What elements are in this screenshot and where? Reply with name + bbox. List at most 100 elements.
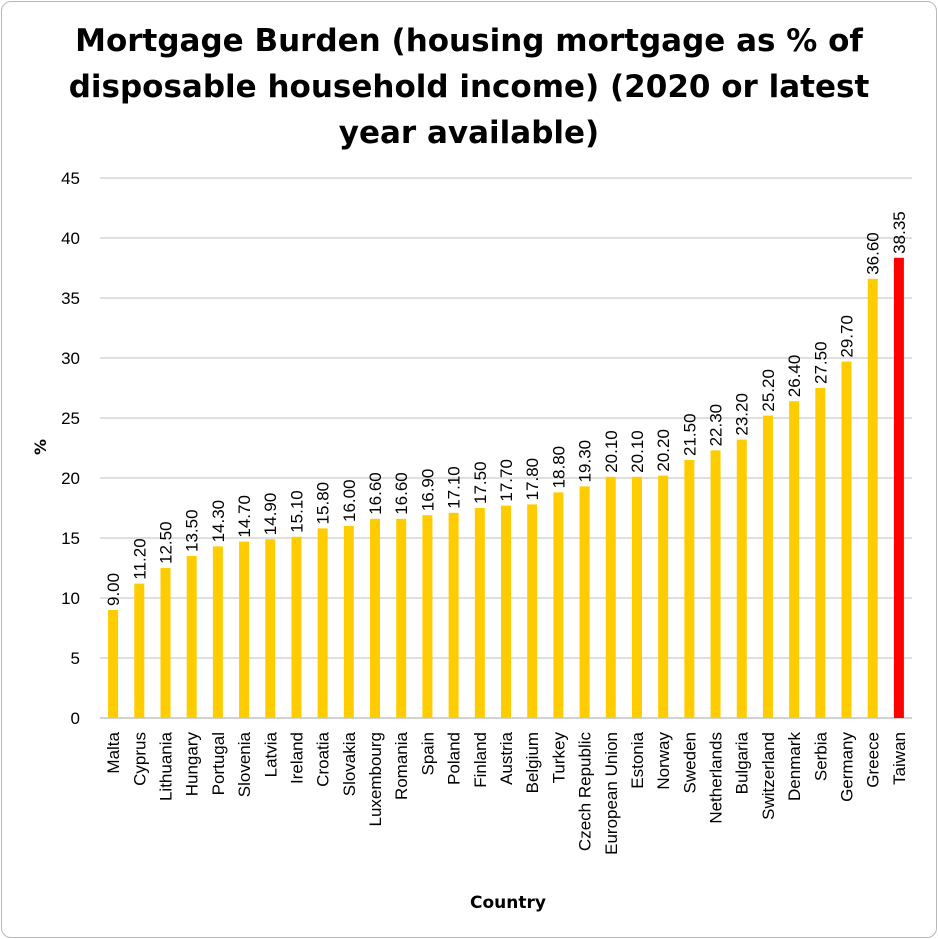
x-tick-label: Norway: [654, 732, 673, 790]
data-label: 17.80: [523, 458, 542, 501]
bar-slovenia: [239, 541, 250, 718]
x-tick-label: Belgium: [523, 732, 542, 793]
x-tick-label: Bulgaria: [733, 731, 752, 794]
x-tick-label: Croatia: [314, 731, 333, 786]
bar-portugal: [212, 546, 223, 718]
x-tick-label: Denmark: [785, 732, 804, 801]
bar-estonia: [631, 476, 642, 718]
y-tick-label: 25: [61, 409, 80, 428]
chart-title: Mortgage Burden (housing mortgage as % o…: [68, 23, 870, 151]
data-label: 26.40: [785, 355, 804, 398]
data-label: 12.50: [156, 521, 175, 564]
y-tick-label: 20: [61, 469, 80, 488]
y-tick-label: 35: [61, 289, 80, 308]
data-label: 14.70: [235, 495, 254, 538]
data-label: 19.30: [576, 440, 595, 483]
data-label: 22.30: [707, 404, 726, 447]
bar-norway: [658, 475, 669, 718]
x-tick-label: Hungary: [183, 732, 202, 797]
bar-spain: [422, 515, 433, 718]
bar-european-union: [605, 476, 616, 718]
x-tick-label: Luxembourg: [366, 732, 385, 827]
data-label: 16.00: [340, 479, 359, 522]
x-tick-label: Malta: [104, 731, 123, 773]
bar-turkey: [553, 492, 564, 718]
x-axis-category-labels: Malta Cyprus Lithuania Hungary Portugal Slove…: [104, 731, 909, 854]
data-label: 17.10: [445, 466, 464, 509]
x-tick-label: Sweden: [680, 732, 699, 793]
bar-denmark: [789, 401, 800, 718]
data-label: 15.10: [287, 490, 306, 533]
x-tick-label: Serbia: [811, 731, 830, 781]
data-label: 20.10: [628, 430, 647, 473]
x-axis-title: Country: [470, 893, 546, 913]
bar-romania: [396, 518, 407, 718]
x-tick-label: Ireland: [287, 732, 306, 784]
x-tick-label: Lithuania: [156, 731, 175, 801]
bar-netherlands: [710, 450, 721, 718]
data-label: 17.50: [471, 461, 490, 504]
x-tick-label: Austria: [497, 731, 516, 784]
bar-belgium: [527, 504, 538, 718]
bar-luxembourg: [370, 518, 381, 718]
data-label: 11.20: [130, 538, 149, 579]
bar-slovakia: [343, 526, 354, 718]
y-tick-label: 40: [61, 229, 80, 248]
x-tick-label: Slovenia: [235, 731, 254, 797]
data-label: 36.60: [864, 232, 883, 275]
y-axis-title: %: [31, 439, 50, 455]
x-tick-label: Germany: [838, 732, 857, 802]
bar-cyprus: [134, 583, 145, 718]
bars: [108, 257, 904, 718]
data-labels: 9.00 11.20 12.50 13.50 14.30 14.70 14.90 15.10 1…: [104, 211, 909, 606]
data-label: 23.20: [733, 393, 752, 436]
data-label: 20.20: [654, 429, 673, 472]
bar-ireland: [291, 536, 302, 718]
y-tick-label: 5: [71, 649, 80, 668]
data-label: 20.10: [602, 430, 621, 473]
bar-lithuania: [160, 568, 171, 718]
bar-switzerland: [762, 415, 773, 718]
x-tick-label: Portugal: [209, 732, 228, 795]
data-label: 29.70: [838, 315, 857, 358]
bar-poland: [448, 512, 459, 718]
y-axis-ticks: 0 5 10 15 20 25 30 35 40 45: [61, 169, 80, 728]
data-label: 16.90: [418, 469, 437, 512]
bar-austria: [501, 505, 511, 718]
bar-germany: [841, 361, 852, 718]
data-label: 9.00: [104, 573, 123, 606]
x-tick-label: Greece: [864, 732, 883, 788]
bar-finland: [474, 508, 485, 718]
y-tick-label: 30: [61, 349, 80, 368]
data-label: 27.50: [811, 341, 830, 384]
data-label: 25.20: [759, 369, 778, 412]
data-label: 13.50: [183, 509, 202, 552]
x-tick-label: Slovakia: [340, 731, 359, 796]
data-label: 14.30: [209, 500, 228, 543]
data-label: 18.80: [549, 446, 568, 489]
x-tick-label: European Union: [602, 732, 621, 855]
x-tick-label: Latvia: [261, 731, 280, 777]
bar-czech-republic: [579, 486, 590, 718]
bar-sweden: [684, 460, 695, 718]
x-tick-label: Poland: [445, 732, 464, 785]
data-label: 17.70: [497, 459, 516, 502]
bar-greece: [867, 278, 878, 718]
y-tick-label: 45: [61, 169, 80, 188]
x-tick-label: Romania: [392, 731, 411, 800]
y-tick-label: 15: [61, 529, 80, 548]
bar-malta: [108, 610, 119, 718]
y-tick-label: 0: [71, 709, 80, 728]
data-label: 38.35: [890, 211, 909, 254]
bar-taiwan: [893, 257, 904, 718]
bar-bulgaria: [736, 439, 747, 718]
data-label: 14.90: [261, 493, 280, 536]
data-label: 16.60: [366, 472, 385, 515]
x-tick-label: Cyprus: [130, 732, 149, 786]
data-label: 16.60: [392, 472, 411, 515]
data-label: 21.50: [680, 413, 699, 456]
bar-serbia: [815, 388, 826, 718]
x-tick-label: Turkey: [549, 732, 568, 784]
